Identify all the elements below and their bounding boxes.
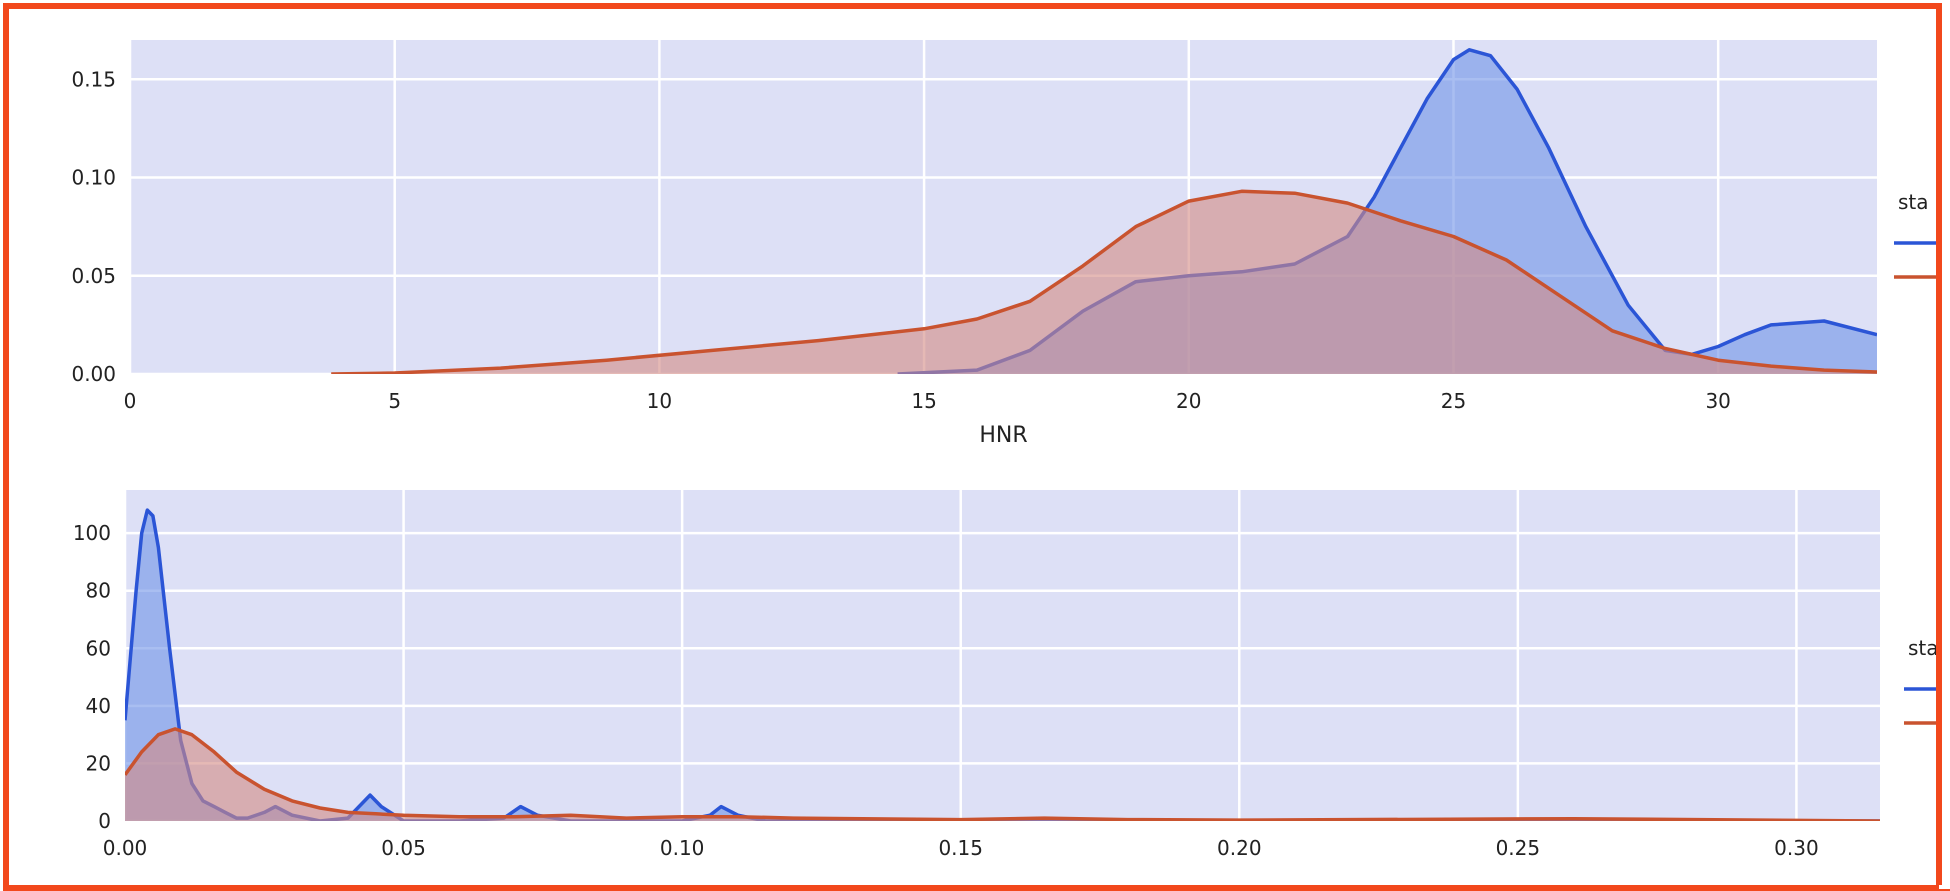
x-tick-label: 20 [1176, 389, 1201, 413]
y-tick-label: 0.15 [71, 67, 116, 91]
x-axis-label: HNR [979, 423, 1027, 448]
y-tick-label: 0 [98, 809, 111, 833]
plot-area [125, 490, 1880, 821]
y-tick-label: 80 [86, 579, 111, 603]
series-red-area [331, 191, 1877, 374]
series-red-area [125, 728, 1880, 821]
x-tick-label: 10 [647, 389, 672, 413]
legend-title: sta [1898, 190, 1929, 214]
y-tick-label: 100 [73, 521, 111, 545]
x-tick-label: 0.05 [381, 836, 426, 860]
series-red-line [125, 727, 1880, 821]
x-tick-label: 15 [911, 389, 936, 413]
chart-2: 0.00 0.05 0.10 0.15 0.20 0.25 0.30 0 20 40 60 80 100… [73, 490, 1950, 860]
chart-1: 0 5 10 15 20 25 30 0.00 0.05 0.10 0.15 HNR sta [71, 40, 1950, 448]
y-tick-label: 0.05 [71, 264, 116, 288]
frame-margin [1939, 0, 1950, 889]
x-tick-label: 5 [388, 389, 401, 413]
y-tick-label: 0.10 [71, 166, 116, 190]
x-tick-label: 25 [1441, 389, 1466, 413]
legend-title: sta [1908, 636, 1939, 660]
x-tick-label: 0.30 [1774, 836, 1819, 860]
x-tick-label: 0.00 [103, 836, 148, 860]
y-tick-label: 40 [86, 694, 111, 718]
x-tick-label: 30 [1705, 389, 1730, 413]
x-tick-label: 0 [124, 389, 137, 413]
y-tick-label: 60 [86, 636, 111, 660]
series-red-line [331, 189, 1877, 374]
y-tick-label: 0.00 [71, 362, 116, 386]
y-tick-label: 20 [86, 751, 111, 775]
x-tick-label: 0.25 [1496, 836, 1541, 860]
x-tick-label: 0.20 [1217, 836, 1262, 860]
x-tick-label: 0.10 [660, 836, 705, 860]
x-tick-label: 0.15 [938, 836, 983, 860]
frame-edge [1936, 3, 1942, 885]
